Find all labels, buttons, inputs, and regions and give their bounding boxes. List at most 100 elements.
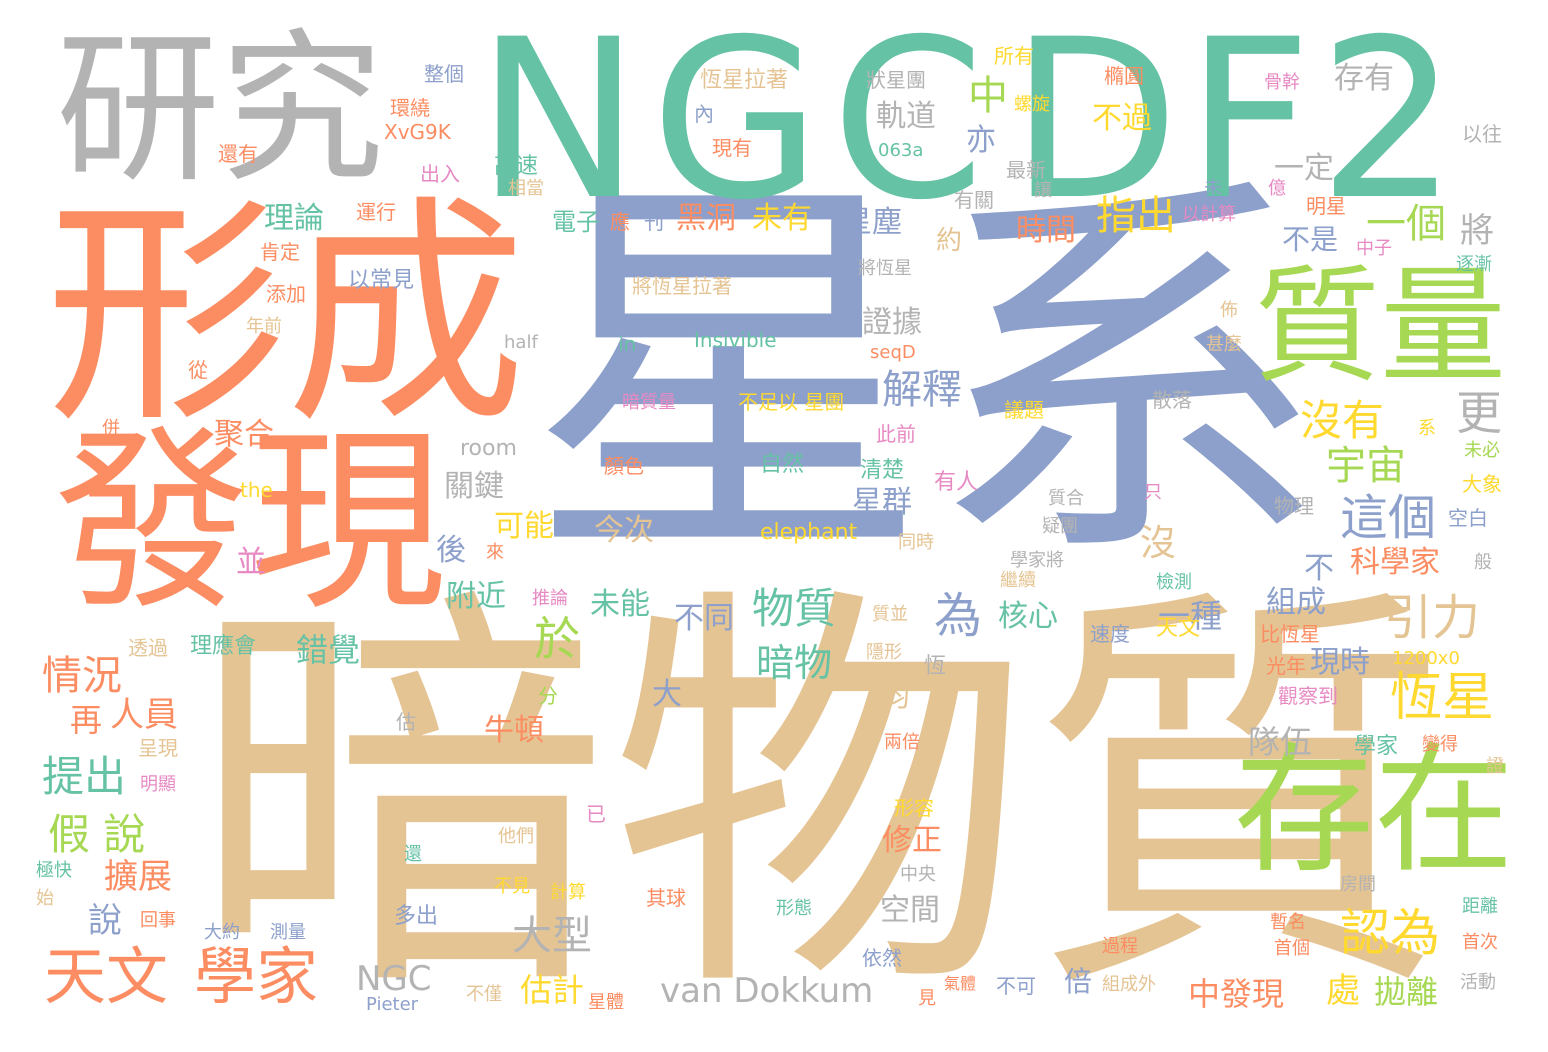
cloud-word: 均 [880, 679, 910, 714]
cloud-word: 恆星 [1390, 668, 1495, 728]
cloud-word: 顏色 [604, 454, 644, 478]
cloud-word: 認為 [1340, 904, 1440, 962]
cloud-word: 宇宙 [1326, 443, 1406, 489]
cloud-word: 首次 [1462, 932, 1498, 953]
cloud-word: 來 [486, 542, 504, 563]
cloud-word: in [618, 332, 637, 356]
cloud-word: 質量 [1254, 253, 1506, 400]
cloud-word: 將恆星拉著 [632, 274, 732, 298]
cloud-word: 還 [404, 844, 422, 865]
cloud-word: 為 [934, 588, 983, 644]
cloud-word: 將恆星 [858, 258, 912, 279]
cloud-word: 年前 [246, 316, 282, 337]
cloud-word: 可能 [494, 509, 554, 544]
cloud-word: 證 [1486, 756, 1504, 777]
cloud-word: 不可 [996, 974, 1036, 998]
cloud-word: 學家 [1354, 734, 1399, 759]
cloud-word: 空白 [1448, 506, 1488, 530]
cloud-word: 更 [1456, 386, 1502, 440]
cloud-word: 相當 [508, 178, 544, 199]
cloud-word: 理應會 [190, 634, 257, 659]
cloud-word: 始 [36, 888, 54, 909]
cloud-word: 天文 [1156, 616, 1201, 641]
cloud-word: 估 [396, 710, 416, 734]
cloud-word: 形成 [46, 175, 527, 455]
cloud-word: 見 [918, 988, 936, 1009]
cloud-word: 分 [538, 684, 558, 708]
cloud-word: 假 說 [48, 810, 146, 859]
cloud-word: 以常見 [348, 268, 415, 293]
cloud-word: 有關 [954, 188, 994, 212]
cloud-word: 觀察到 [1278, 684, 1338, 708]
cloud-word: 解釋 [882, 367, 962, 413]
cloud-word: 比恆星 [1260, 622, 1320, 646]
cloud-word: 星塵 [842, 205, 902, 240]
cloud-word: 應 [610, 210, 630, 234]
cloud-word: 研究 [56, 14, 385, 205]
cloud-word: 存有 [1334, 61, 1394, 96]
cloud-word: 大型 [512, 913, 592, 959]
cloud-word: 不是 [1282, 223, 1339, 256]
cloud-word: 不同 [674, 601, 734, 636]
cloud-word: 組成 [1266, 585, 1326, 620]
cloud-word: 理論 [264, 201, 324, 236]
cloud-word: 環繞 [390, 96, 430, 120]
cloud-word: 再 [70, 701, 103, 739]
cloud-word: DF2 [1010, 0, 1464, 248]
cloud-word: 沒 [1140, 523, 1177, 564]
cloud-word: 兩倍 [884, 732, 920, 753]
cloud-word: 所有 [994, 44, 1034, 68]
cloud-word: 一種 [1158, 597, 1223, 635]
cloud-word: 估計 [520, 971, 585, 1009]
cloud-word: 形容 [894, 796, 934, 820]
cloud-word: 房間 [1340, 874, 1376, 895]
cloud-word: 內 [694, 102, 714, 126]
cloud-word: 明星 [1306, 194, 1346, 218]
cloud-word: 添加 [266, 282, 306, 306]
cloud-word: 呈現 [138, 736, 178, 760]
cloud-word: 聚合 [214, 417, 274, 452]
cloud-word: 未有 [752, 201, 812, 236]
cloud-word: 未能 [590, 587, 650, 622]
cloud-word: 後 [436, 533, 466, 568]
cloud-word: 首個 [1274, 938, 1310, 959]
cloud-word: 將 [1460, 211, 1494, 251]
cloud-word: 質合 [1048, 488, 1084, 509]
cloud-word: 疑團 [1042, 516, 1078, 537]
cloud-word: 速度 [1090, 622, 1130, 646]
cloud-word: 測量 [270, 922, 306, 943]
cloud-word: 錯覺 [296, 631, 361, 669]
cloud-word: 發現 [54, 409, 447, 637]
cloud-word: 一個 [1366, 201, 1446, 247]
cloud-word: 光年 [1266, 654, 1306, 678]
cloud-word: 一定 [1274, 151, 1334, 186]
cloud-word: 骨幹 [1264, 72, 1300, 93]
cloud-word: 倍 [1064, 965, 1093, 998]
cloud-word: 學家將 [1010, 550, 1064, 571]
cloud-word: 從 [188, 358, 208, 382]
cloud-word: Insivible [694, 328, 777, 352]
cloud-word: 極快 [36, 860, 72, 881]
cloud-word: 以計算 [1182, 204, 1236, 225]
cloud-word: 不僅 [466, 984, 502, 1005]
cloud-word: 以往 [1462, 122, 1502, 146]
cloud-word: 其球 [646, 886, 686, 910]
cloud-word: 透過 [128, 636, 168, 660]
cloud-word: 1200x0 [1392, 648, 1460, 669]
cloud-word: 約 [936, 226, 963, 256]
cloud-word: 附近 [446, 579, 506, 614]
cloud-word: 自然 [760, 452, 805, 477]
cloud-word: XvG9K [384, 120, 451, 144]
cloud-word: 今次 [594, 513, 654, 548]
cloud-word: 擴展 [104, 857, 172, 897]
cloud-word: 有人 [934, 470, 979, 495]
cloud-word: 氣體 [944, 974, 977, 993]
cloud-word: 螺旋 [1014, 94, 1050, 115]
cloud-word: 概念 [450, 644, 490, 668]
cloud-word: 天文 [44, 940, 169, 1013]
cloud-word: half [504, 332, 538, 353]
cloud-word: 甚麼 [1206, 334, 1242, 355]
cloud-word: 學家 [194, 940, 319, 1013]
cloud-word: 現時 [1310, 645, 1370, 680]
cloud-word: 時間 [1016, 213, 1076, 248]
